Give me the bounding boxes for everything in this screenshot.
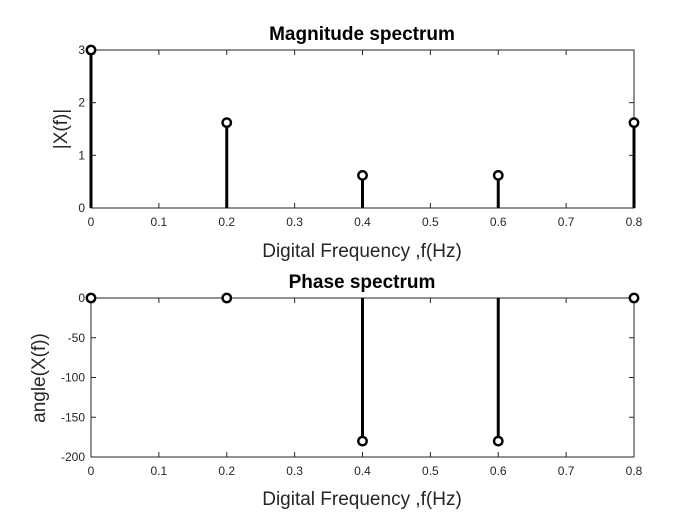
phase-xtick-label: 0.5 — [422, 464, 439, 478]
magnitude-xtick-label: 0.4 — [354, 215, 371, 229]
phase-xtick-label: 0.7 — [558, 464, 575, 478]
phase-ytick-label: -50 — [68, 331, 86, 345]
phase-title: Phase spectrum — [289, 272, 436, 293]
phase-xtick-label: 0.3 — [286, 464, 303, 478]
phase-stem-marker — [85, 292, 97, 304]
magnitude-xtick-label: 0.7 — [558, 215, 575, 229]
phase-xtick-label: 0.4 — [354, 464, 371, 478]
magnitude-xlabel: Digital Frequency ,f(Hz) — [262, 241, 462, 262]
phase-xtick-label: 0 — [88, 464, 95, 478]
phase-stem-marker — [221, 292, 233, 304]
phase-xtick-label: 0.1 — [151, 464, 168, 478]
phase-stem-marker — [628, 292, 640, 304]
magnitude-ytick-label: 1 — [78, 148, 85, 162]
phase-ytick-label: 0 — [78, 291, 85, 305]
magnitude-xtick-label: 0.6 — [490, 215, 507, 229]
magnitude-title: Magnitude spectrum — [269, 24, 455, 45]
phase-xlabel: Digital Frequency ,f(Hz) — [262, 489, 462, 510]
phase-stem-marker — [357, 435, 368, 447]
magnitude-stem-marker — [492, 169, 504, 181]
phase-xtick-label: 0.2 — [218, 464, 235, 478]
phase-subplot: Phase spectrum Digital Frequency ,f(Hz) … — [29, 272, 643, 510]
phase-xtick-label: 0.8 — [626, 464, 643, 478]
phase-ytick-label: -150 — [61, 410, 85, 424]
magnitude-subplot: Magnitude spectrum Digital Frequency ,f(… — [51, 24, 643, 262]
magnitude-xtick-label: 0.5 — [422, 215, 439, 229]
magnitude-xtick-label: 0.8 — [626, 215, 643, 229]
magnitude-stem-marker — [357, 169, 368, 181]
magnitude-stem-marker — [221, 117, 233, 129]
phase-stem-marker — [492, 435, 504, 447]
magnitude-ytick-label: 0 — [78, 201, 85, 215]
magnitude-ytick-label: 3 — [78, 43, 85, 57]
magnitude-xtick-label: 0 — [88, 215, 95, 229]
magnitude-xtick-label: 0.3 — [286, 215, 303, 229]
magnitude-ylabel: |X(f)| — [51, 109, 72, 149]
magnitude-xtick-label: 0.2 — [218, 215, 235, 229]
phase-ytick-label: -100 — [61, 371, 85, 385]
magnitude-ytick-label: 2 — [78, 96, 85, 110]
magnitude-stem-marker — [85, 44, 97, 56]
magnitude-stem-marker — [628, 117, 640, 129]
phase-xtick-label: 0.6 — [490, 464, 507, 478]
phase-ylabel: angle(X(f)) — [29, 333, 50, 423]
phase-ytick-label: -200 — [61, 450, 85, 464]
magnitude-xtick-label: 0.1 — [151, 215, 168, 229]
